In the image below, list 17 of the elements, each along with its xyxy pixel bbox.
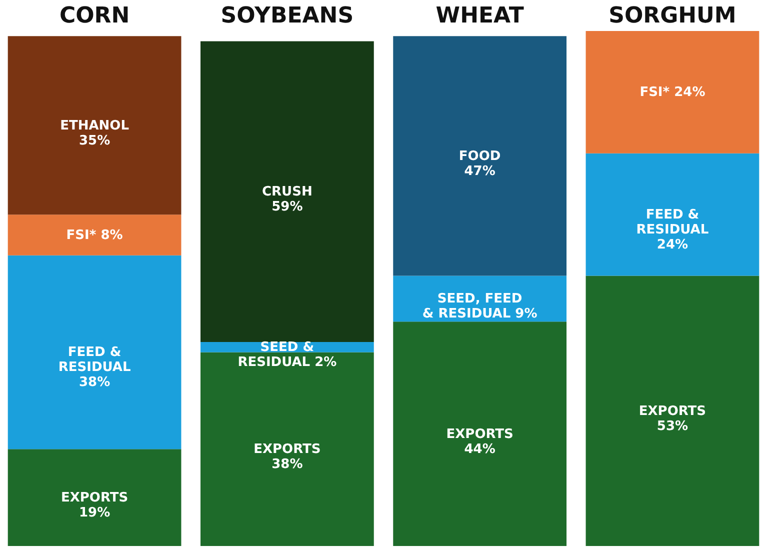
data-label: EXPORTS 53%: [638, 404, 706, 434]
x-tick-label: SORGHUM: [608, 4, 736, 28]
data-label: FSI* 24%: [640, 85, 706, 100]
data-label: FEED & RESIDUAL 24%: [636, 208, 709, 253]
x-tick-label: WHEAT: [436, 4, 524, 28]
data-label: FSI* 8%: [66, 228, 123, 243]
data-label: ETHANOL 35%: [60, 118, 129, 148]
data-label: FEED & RESIDUAL 38%: [58, 345, 131, 390]
data-label: FOOD 47%: [458, 148, 501, 179]
data-label: SEED & RESIDUAL 2%: [238, 340, 337, 370]
data-label: EXPORTS 44%: [446, 426, 514, 457]
data-label: CRUSH 59%: [262, 184, 312, 215]
data-label: EXPORTS 38%: [254, 442, 321, 472]
x-tick-label: SOYBEANS: [220, 4, 354, 28]
data-label: EXPORTS 19%: [60, 490, 128, 521]
x-tick-label: CORN: [59, 4, 130, 28]
data-label: SEED, FEED & RESIDUAL 9%: [422, 292, 538, 322]
